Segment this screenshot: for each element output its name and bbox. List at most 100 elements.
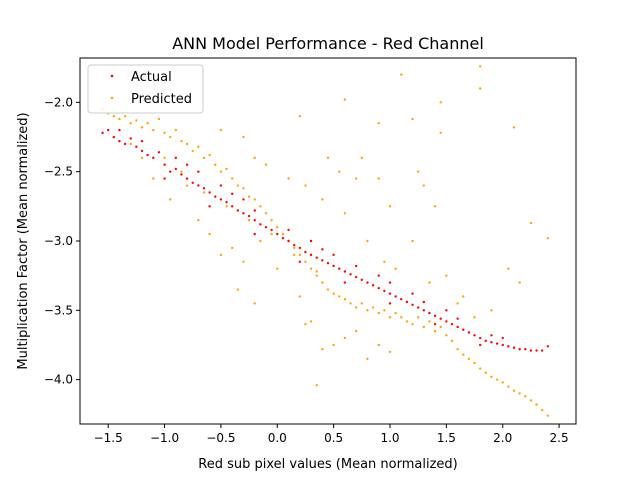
data-point-predicted bbox=[264, 212, 268, 215]
data-point-actual bbox=[168, 170, 172, 173]
data-point-predicted bbox=[371, 306, 375, 309]
data-point-actual bbox=[377, 286, 380, 290]
data-point-predicted bbox=[535, 403, 538, 406]
data-point-predicted bbox=[388, 350, 392, 354]
data-point-predicted bbox=[546, 237, 550, 240]
data-point-predicted bbox=[411, 239, 414, 243]
data-point-actual bbox=[197, 184, 200, 187]
data-point-predicted bbox=[304, 184, 307, 187]
data-point-predicted bbox=[321, 281, 324, 284]
data-point-predicted bbox=[439, 101, 442, 104]
data-point-predicted bbox=[236, 288, 240, 291]
legend-label-predicted: Predicted bbox=[131, 92, 192, 107]
data-point-predicted bbox=[259, 205, 262, 208]
data-point-predicted bbox=[388, 316, 392, 319]
data-point-actual bbox=[360, 278, 364, 282]
data-point-actual bbox=[185, 177, 189, 180]
data-point-predicted bbox=[354, 177, 358, 180]
legend-label-actual: Actual bbox=[131, 70, 172, 85]
data-point-actual bbox=[433, 314, 437, 318]
series-predicted bbox=[101, 65, 550, 417]
legend: Actual Predicted bbox=[87, 64, 204, 114]
data-point-predicted bbox=[168, 135, 172, 139]
data-point-actual bbox=[123, 142, 127, 146]
data-point-actual bbox=[388, 302, 392, 305]
data-point-predicted bbox=[276, 225, 279, 229]
data-point-predicted bbox=[309, 267, 313, 270]
data-point-actual bbox=[478, 336, 482, 340]
data-point-predicted bbox=[112, 115, 116, 118]
legend-box bbox=[87, 64, 204, 114]
data-point-actual bbox=[247, 214, 251, 218]
data-point-actual bbox=[394, 295, 397, 298]
data-point-predicted bbox=[118, 117, 121, 121]
data-point-predicted bbox=[292, 253, 296, 257]
data-point-actual bbox=[253, 209, 256, 212]
data-point-predicted bbox=[428, 281, 431, 284]
data-point-predicted bbox=[304, 260, 307, 263]
data-point-actual bbox=[197, 170, 200, 173]
x-axis-label: Red sub pixel values (Mean normalized) bbox=[198, 457, 457, 472]
data-point-predicted bbox=[338, 170, 341, 173]
x-axis: −1.5 −1.0 −0.5 0.0 0.5 1.0 1.5 2.0 2.5 bbox=[94, 424, 569, 445]
data-point-predicted bbox=[230, 177, 234, 180]
data-point-predicted bbox=[366, 239, 369, 243]
data-point-predicted bbox=[388, 205, 392, 208]
data-point-actual bbox=[467, 331, 471, 334]
data-point-predicted bbox=[501, 381, 504, 384]
data-point-actual bbox=[152, 156, 155, 160]
data-point-predicted bbox=[287, 177, 290, 180]
data-point-predicted bbox=[518, 281, 521, 284]
data-point-predicted bbox=[338, 295, 341, 298]
data-point-actual bbox=[140, 149, 144, 153]
data-point-predicted bbox=[400, 73, 403, 76]
data-point-predicted bbox=[140, 156, 144, 160]
data-point-predicted bbox=[411, 322, 414, 326]
y-axis: −4.0 −3.5 −3.0 −2.5 −2.0 bbox=[44, 95, 80, 387]
data-point-actual bbox=[118, 128, 121, 132]
data-point-predicted bbox=[473, 316, 476, 319]
points-layer bbox=[101, 65, 550, 417]
data-point-predicted bbox=[478, 87, 482, 90]
data-point-predicted bbox=[236, 184, 240, 187]
data-point-predicted bbox=[315, 270, 318, 273]
x-tick-label: 0.5 bbox=[324, 431, 343, 445]
data-point-predicted bbox=[135, 119, 138, 122]
data-point-predicted bbox=[518, 392, 521, 395]
data-point-predicted bbox=[366, 357, 369, 361]
x-tick-label: 1.0 bbox=[380, 431, 399, 445]
data-point-actual bbox=[219, 184, 223, 187]
data-point-actual bbox=[309, 239, 313, 243]
legend-marker-actual bbox=[110, 74, 114, 78]
data-point-actual bbox=[101, 131, 104, 135]
data-point-actual bbox=[529, 349, 533, 352]
data-point-predicted bbox=[507, 385, 510, 388]
data-point-predicted bbox=[377, 343, 380, 347]
data-point-predicted bbox=[529, 221, 533, 225]
data-point-predicted bbox=[326, 156, 330, 160]
data-point-predicted bbox=[168, 198, 172, 201]
data-point-predicted bbox=[247, 195, 251, 198]
data-point-predicted bbox=[191, 149, 194, 153]
data-point-predicted bbox=[225, 205, 228, 208]
data-point-actual bbox=[270, 228, 273, 232]
data-point-predicted bbox=[484, 371, 488, 374]
data-point-actual bbox=[208, 191, 211, 194]
data-point-actual bbox=[388, 281, 392, 284]
data-point-predicted bbox=[366, 309, 369, 312]
data-point-actual bbox=[332, 264, 335, 268]
data-point-predicted bbox=[180, 139, 183, 143]
data-point-predicted bbox=[416, 170, 420, 173]
data-point-actual bbox=[276, 232, 279, 236]
data-point-predicted bbox=[411, 117, 414, 121]
data-point-predicted bbox=[383, 260, 386, 263]
data-point-actual bbox=[242, 212, 245, 215]
data-point-actual bbox=[512, 346, 516, 349]
data-point-actual bbox=[501, 336, 504, 340]
y-tick-label: −2.0 bbox=[44, 95, 73, 109]
data-point-predicted bbox=[315, 274, 318, 277]
data-point-predicted bbox=[512, 389, 516, 392]
data-point-predicted bbox=[383, 309, 386, 312]
data-point-actual bbox=[405, 300, 409, 304]
